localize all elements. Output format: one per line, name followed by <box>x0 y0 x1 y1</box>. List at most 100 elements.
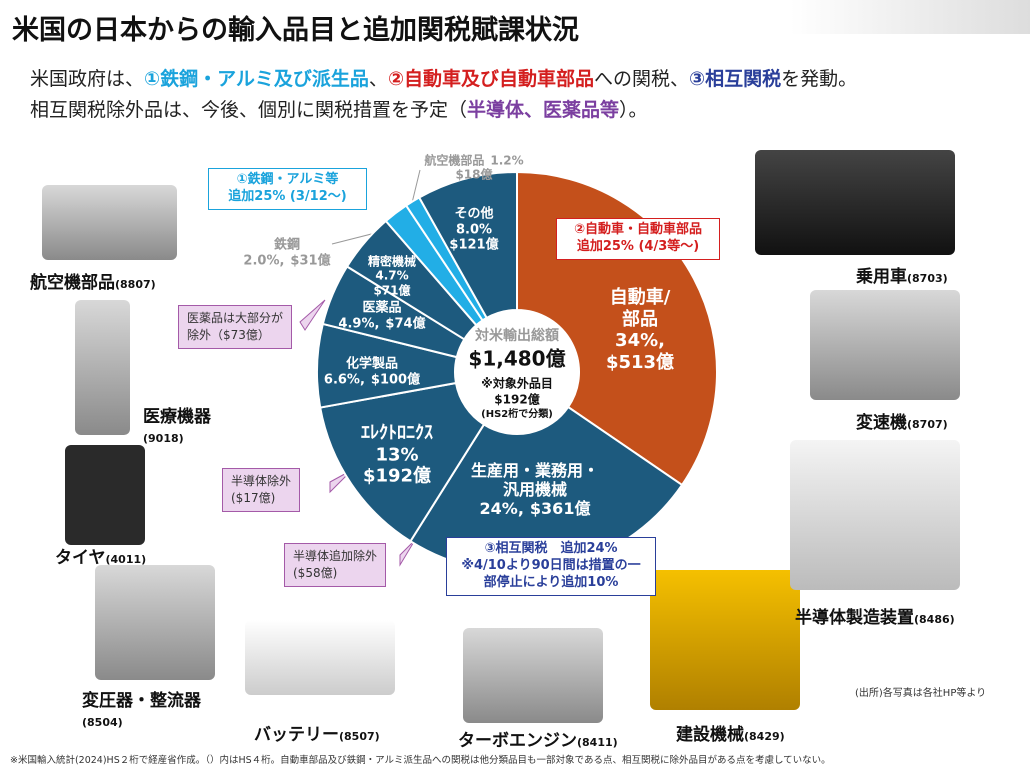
hs-code: (8486) <box>914 613 955 626</box>
exclusion-note: 半導体除外 ($17億) <box>222 468 301 512</box>
source: (出所)各写真は各社HP等より <box>855 688 987 699</box>
category-label: 航空機部品 <box>424 153 485 168</box>
segment-label: 医薬品 4.9%, $74億 <box>338 300 425 331</box>
callout: ③相互関税 追加24% ※4/10より90日間は措置の一 部停止により追加10% <box>446 537 656 596</box>
center-label: ※対象外品目 <box>481 376 553 391</box>
photo <box>245 620 395 695</box>
segment-label: 化学製品 6.6%, $100億 <box>324 356 420 387</box>
hs-code: (8703) <box>907 272 948 285</box>
hs-code: (8504) <box>82 716 123 729</box>
footnote: ※米国輸入統計(2024)HS２桁で経産省作成。（）内はHS４桁。自動車部品及び… <box>10 755 831 766</box>
text: への関税、 <box>594 68 690 90</box>
photo <box>463 628 603 723</box>
segment-label: 自動車/ 部品 34%, $513億 <box>606 287 674 373</box>
callout: ②自動車・自動車部品 追加25% (4/3等〜) <box>556 218 720 260</box>
hs-code: (8507) <box>339 730 380 743</box>
product-name: 変圧器・整流器 <box>82 691 201 711</box>
product-name: 建設機械 <box>676 725 744 745</box>
product-label: 変圧器・整流器 (8504) <box>82 686 201 731</box>
photo <box>755 150 955 255</box>
photo <box>75 300 130 435</box>
text: ）。 <box>619 99 648 121</box>
value-row: 24%, $361億 <box>471 500 599 519</box>
value-label: 2.0%, <box>243 253 285 268</box>
text: 相互関税除外品は、今後、個別に関税措置を予定（ <box>30 99 468 121</box>
amount-label: $71億 <box>373 283 411 298</box>
photo <box>650 570 800 710</box>
donut-segment <box>417 170 518 320</box>
category-label: 自動車/ 部品 <box>609 286 671 330</box>
callout: ①鉄鋼・アルミ等 追加25% (3/12〜) <box>208 168 367 210</box>
value-label: 13% <box>375 444 419 466</box>
center-label: 対米輸出総額 <box>474 327 559 344</box>
exclusion-note: 半導体追加除外 ($58億) <box>284 543 387 587</box>
amount-label: $121億 <box>449 237 499 253</box>
intro-line: 米国政府は、①鉄鋼・アルミ及び派生品、②自動車及び自動車部品への関税、③相互関税… <box>30 64 857 91</box>
segment-label: 鉄鋼 2.0%, $31億 <box>243 237 330 268</box>
segment-label: その他 8.0% $121億 <box>449 207 498 254</box>
text: 半導体、医薬品等 <box>467 99 620 121</box>
title: 米国の日本からの輸入品目と追加関税賦課状況 <box>12 15 579 46</box>
value-row: 6.6%, $100億 <box>324 372 420 388</box>
center-label: $1,480億 <box>468 347 565 371</box>
value-label: 4.9%, <box>338 316 380 331</box>
category-label: 医薬品 <box>362 300 402 316</box>
leader-line <box>411 169 421 204</box>
photo <box>95 565 215 680</box>
product-label: バッテリー(8507) <box>254 720 380 745</box>
photo <box>42 185 177 260</box>
amount-label: $513億 <box>605 351 675 373</box>
hs-code: (9018) <box>143 432 184 445</box>
header-decoration <box>790 0 1030 34</box>
product-name: 医療機器 <box>143 407 211 427</box>
segment-label: 航空機部品 1.2% $18億 <box>424 154 523 183</box>
product-name: バッテリー <box>254 725 339 745</box>
value-row: 4.9%, $74億 <box>338 316 425 332</box>
product-name: 変速機 <box>856 413 907 433</box>
text: 米国政府は、 <box>30 68 145 90</box>
hs-code: (8429) <box>744 730 785 743</box>
amount-label: $31億 <box>290 253 331 268</box>
segment-label: 生産用・業務用・ 汎用機械 24%, $361億 <box>471 461 599 519</box>
hs-code: (4011) <box>105 553 147 566</box>
product-label: 医療機器 (9018) <box>143 402 211 447</box>
value-label: 6.6%, <box>323 372 365 387</box>
pointer <box>299 299 326 331</box>
product-name: タイヤ <box>55 548 106 568</box>
product-label: 建設機械(8429) <box>676 720 785 745</box>
segment-label: 精密機械 4.7% $71億 <box>368 254 416 297</box>
center-label: (HS2桁で分類) <box>481 407 553 420</box>
value-label: 4.7% <box>375 268 409 283</box>
category-label: 鉄鋼 <box>273 237 301 253</box>
product-name: 半導体製造装置 <box>795 608 914 628</box>
segment-label: ｴﾚｸﾄﾛﾆｸｽ 13% $192億 <box>361 423 433 488</box>
text: ②自動車及び自動車部品 <box>387 68 595 90</box>
hs-code: (8411) <box>577 736 618 749</box>
product-name: ターボエンジン <box>458 731 577 751</box>
value-label: 8.0% <box>455 222 493 238</box>
value-label: 34%, <box>615 330 665 351</box>
hs-code: (8807) <box>115 278 156 291</box>
text: ①鉄鋼・アルミ及び派生品 <box>144 68 369 90</box>
donut-segment <box>319 381 486 543</box>
center-label: $192億 <box>494 392 539 407</box>
text: を発動。 <box>781 68 858 90</box>
product-label: 乗用車(8703) <box>856 262 948 287</box>
amount-label: $74億 <box>385 316 426 331</box>
value-label: 1.2% <box>490 153 524 168</box>
pointer <box>399 539 416 567</box>
amount-label: $361億 <box>529 499 591 519</box>
amount-label: $100億 <box>370 372 421 387</box>
text: 、 <box>368 68 388 90</box>
hs-code: (8707) <box>907 418 948 431</box>
category-label: ｴﾚｸﾄﾛﾆｸｽ <box>361 422 433 444</box>
product-label: 半導体製造装置(8486) <box>795 603 955 628</box>
category-label: その他 <box>454 206 494 222</box>
category-label: 化学製品 <box>345 356 398 372</box>
value-row: 2.0%, $31億 <box>243 253 330 269</box>
photo <box>65 445 145 545</box>
product-name: 乗用車 <box>856 267 907 287</box>
amount-label: $192億 <box>362 465 432 487</box>
